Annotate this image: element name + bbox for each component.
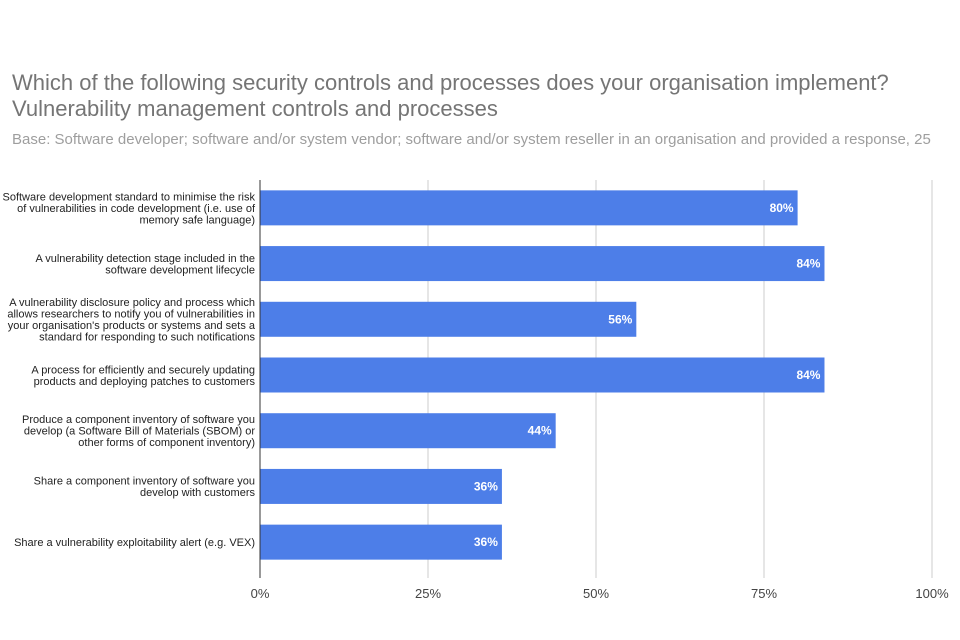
x-tick-label: 100% [915, 586, 949, 601]
category-label-line: A process for efficiently and securely u… [31, 364, 255, 376]
category-label: A vulnerability detection stage included… [35, 253, 255, 277]
category-label: A vulnerability disclosure policy and pr… [7, 297, 256, 344]
category-label-line: of vulnerabilities in code development (… [17, 203, 256, 215]
category-label-line: memory safe language) [139, 214, 255, 226]
category-label: Share a vulnerability exploitability ale… [14, 537, 255, 549]
category-label: A process for efficiently and securely u… [31, 364, 255, 388]
category-label-line: develop with customers [140, 487, 255, 499]
category-label-line: Produce a component inventory of softwar… [22, 414, 255, 426]
bar [260, 468, 502, 504]
bar [260, 246, 825, 282]
category-label-line: Software development standard to minimis… [2, 191, 255, 203]
x-tick-label: 0% [251, 586, 270, 601]
category-label-line: products and deploying patches to custom… [34, 376, 256, 388]
category-label-line: standard for responding to such notifica… [39, 332, 255, 344]
chart-title-line-2: Vulnerability management controls and pr… [12, 96, 498, 121]
x-tick-label: 75% [751, 586, 777, 601]
bar-value-label: 84% [796, 368, 820, 382]
category-label-line: develop (a Software Bill of Materials (S… [24, 426, 255, 438]
category-label-line: allows researchers to notify you of vuln… [7, 309, 255, 321]
bar-value-label: 84% [796, 257, 820, 271]
category-label: Share a component inventory of software … [34, 476, 256, 500]
category-label-line: Share a vulnerability exploitability ale… [14, 537, 255, 549]
bar-value-label: 44% [528, 424, 552, 438]
bar [260, 190, 798, 226]
bar [260, 301, 637, 337]
category-label-line: other forms of component inventory) [78, 437, 255, 449]
chart-title: Which of the following security controls… [12, 70, 952, 122]
category-label-line: software development lifecycle [105, 264, 255, 276]
bar-value-label: 56% [608, 312, 632, 326]
bar [260, 413, 556, 449]
bar [260, 524, 502, 560]
category-label-line: A vulnerability disclosure policy and pr… [9, 297, 255, 309]
chart-title-line-1: Which of the following security controls… [12, 70, 889, 95]
bar-value-label: 80% [770, 201, 794, 215]
category-label: Produce a component inventory of softwar… [22, 414, 255, 449]
x-tick-label: 50% [583, 586, 609, 601]
category-label-line: your organisation's products or systems … [8, 320, 256, 332]
category-label-line: A vulnerability detection stage included… [35, 253, 255, 265]
bar [260, 357, 825, 393]
x-tick-label: 25% [415, 586, 441, 601]
bar-value-label: 36% [474, 479, 498, 493]
chart-base-note: Base: Software developer; software and/o… [12, 131, 931, 148]
bar-value-label: 36% [474, 535, 498, 549]
category-label-line: Share a component inventory of software … [34, 476, 255, 488]
category-label: Software development standard to minimis… [2, 191, 255, 226]
